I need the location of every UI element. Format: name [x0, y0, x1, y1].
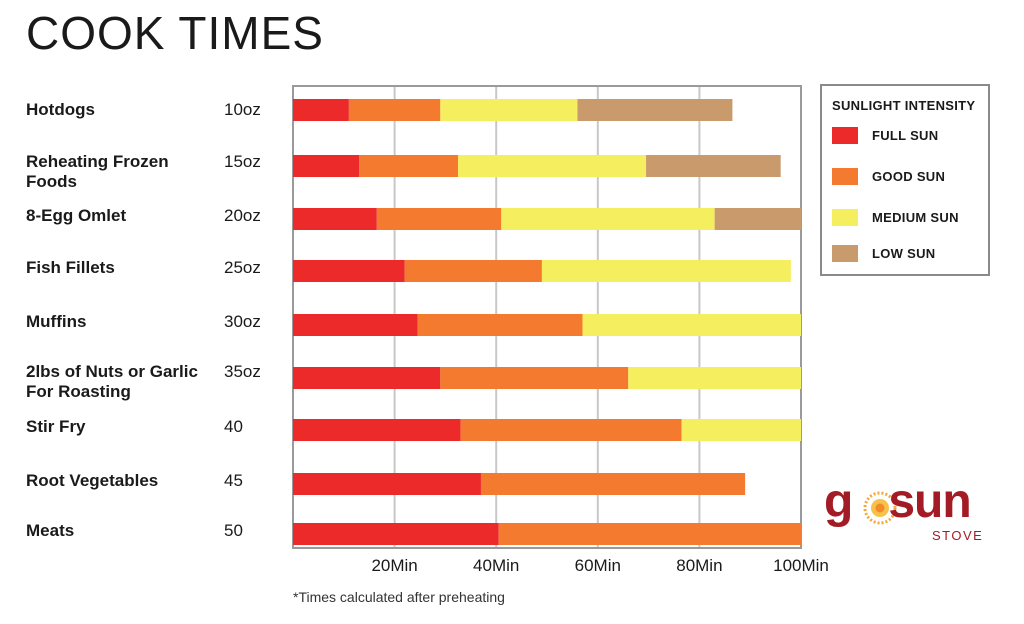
legend-label: FULL SUN: [872, 127, 939, 143]
row-size: 15oz: [224, 152, 261, 171]
bar-segment: [348, 99, 441, 121]
bar-segment: [293, 419, 461, 441]
bar-segment: [541, 260, 791, 282]
row-size: 25oz: [224, 258, 261, 277]
row-label: Muffins: [26, 312, 87, 331]
logo-wordmark: g sun: [824, 475, 972, 528]
bar-segment: [376, 208, 502, 230]
bar-segment: [293, 523, 499, 545]
logo-g: g: [824, 475, 853, 528]
bar-segment: [646, 155, 781, 177]
logo-subtitle: STOVE: [932, 528, 984, 543]
row-label: Hotdogs: [26, 100, 95, 119]
row-size: 40: [224, 417, 243, 436]
row-label: Stir Fry: [26, 417, 86, 436]
gosun-logo: g sun STOVE: [822, 478, 992, 546]
row-label: 2lbs of Nuts or Garlic For Roasting: [26, 362, 198, 401]
logo-sun: sun: [888, 475, 971, 528]
bar-segment: [293, 367, 441, 389]
bar-segment: [359, 155, 459, 177]
row-label: Reheating Frozen Foods: [26, 152, 169, 191]
bar-segment: [582, 314, 801, 336]
legend-title: SUNLIGHT INTENSITY: [832, 98, 976, 113]
gosun-logo-mark: [863, 491, 897, 525]
legend-item-low-sun: LOW SUN: [832, 244, 935, 262]
bar-segment: [501, 208, 715, 230]
row-size: 20oz: [224, 206, 261, 225]
bar-segment: [440, 99, 578, 121]
sun-icon: [863, 491, 897, 525]
x-tick-label: 60Min: [575, 556, 621, 575]
x-tick-label: 80Min: [676, 556, 722, 575]
row-size: 30oz: [224, 312, 261, 331]
bar-segment: [404, 260, 542, 282]
bar-segment: [460, 419, 682, 441]
bar-segment: [417, 314, 583, 336]
bar-segment: [293, 155, 360, 177]
legend-label: LOW SUN: [872, 245, 936, 261]
bar-segment: [293, 314, 418, 336]
footnote: *Times calculated after preheating: [293, 589, 505, 605]
row-size: 10oz: [224, 100, 261, 119]
bar-segment: [714, 208, 801, 230]
bar-segment: [628, 367, 801, 389]
bar-segment: [681, 419, 801, 441]
legend-swatch-low-sun: [832, 244, 858, 262]
x-tick-label: 100Min: [773, 556, 829, 575]
bar-segment: [293, 260, 405, 282]
x-tick-label: 40Min: [473, 556, 519, 575]
row-label: Fish Fillets: [26, 258, 115, 277]
legend-item-full-sun: FULL SUN: [832, 126, 938, 144]
legend-item-good-sun: GOOD SUN: [832, 167, 945, 185]
bar-segment: [293, 208, 377, 230]
bar-segment: [440, 367, 629, 389]
bar-segment: [498, 523, 801, 545]
row-label: 8-Egg Omlet: [26, 206, 127, 225]
legend-swatch-full-sun: [832, 126, 858, 144]
bar-segment: [577, 99, 733, 121]
bar-segment: [293, 99, 349, 121]
bar-segment: [480, 473, 746, 495]
legend-swatch-good-sun: [832, 167, 858, 185]
legend-label: GOOD SUN: [872, 168, 946, 184]
row-size: 35oz: [224, 362, 261, 381]
legend-swatch-medium-sun: [832, 208, 858, 226]
bar-segment: [458, 155, 647, 177]
row-size: 45: [224, 471, 243, 490]
x-tick-label: 20Min: [371, 556, 417, 575]
legend-label: MEDIUM SUN: [872, 209, 959, 225]
legend-item-medium-sun: MEDIUM SUN: [832, 208, 959, 226]
row-label: Meats: [26, 521, 75, 540]
legend: SUNLIGHT INTENSITY FULL SUN GOOD SUN MED…: [820, 84, 990, 276]
row-size: 50: [224, 521, 243, 540]
bar-segment: [293, 473, 481, 495]
row-label: Root Vegetables: [26, 471, 159, 490]
page-title: COOK TIMES: [26, 7, 324, 59]
